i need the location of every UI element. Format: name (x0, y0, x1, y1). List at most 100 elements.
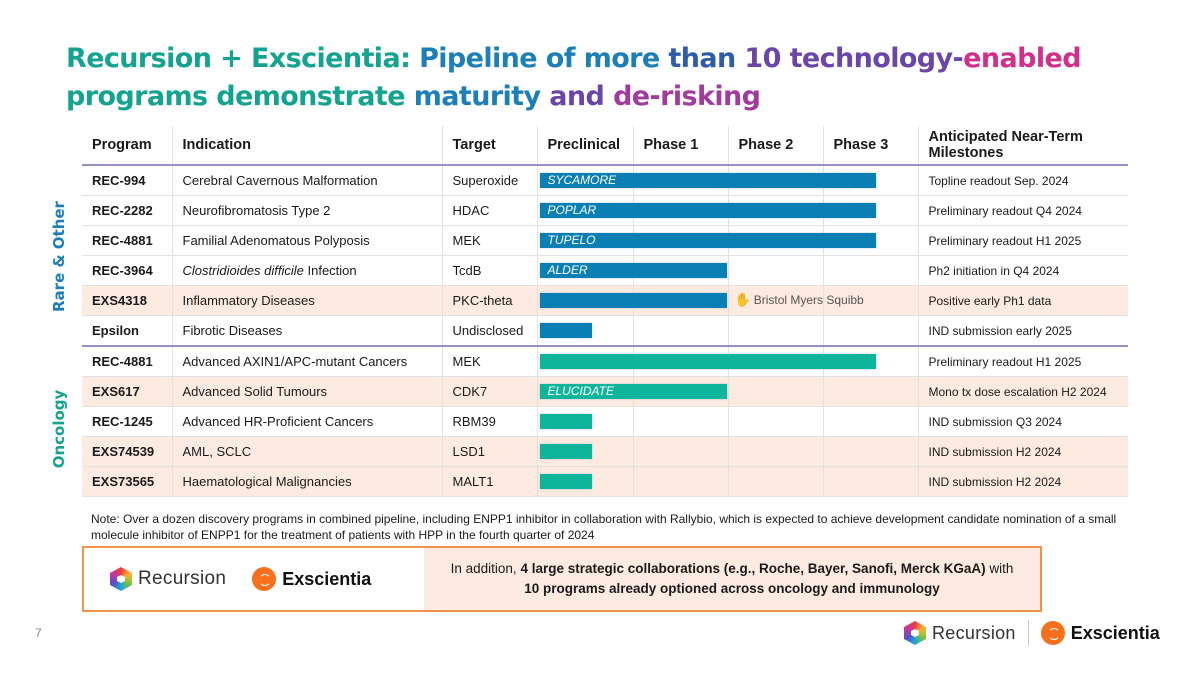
cell-phase2 (727, 436, 823, 467)
indication-text: Haematological Malignancies (182, 474, 352, 489)
cell-program: EXS4318 (82, 285, 172, 316)
table-row: Epsilon Fibrotic Diseases Undisclosed IND s… (82, 315, 1128, 347)
pipeline-table: Program Indication Target Preclinical Ph… (82, 126, 1128, 497)
collaboration-callout: Recursion Exscientia In addition, 4 larg… (82, 546, 1042, 612)
callout-text: In addition, 4 large strategic collabora… (424, 548, 1040, 610)
title-segment: enabled (963, 43, 1081, 74)
indication-text: Neurofibromatosis Type 2 (182, 203, 331, 218)
cell-program: REC-4881 (82, 346, 172, 377)
cell-milestone: Topline readout Sep. 2024 (917, 165, 1128, 196)
table-row: REC-4881 Advanced AXIN1/APC-mutant Cancer… (82, 346, 1128, 377)
cell-phase3 (822, 406, 918, 437)
partner-logo-bms: ✋ Bristol Myers Squibb (735, 292, 864, 308)
exscientia-logo: Exscientia (252, 567, 371, 591)
header-phase1: Phase 1 (632, 126, 728, 166)
progress-bar: POPLAR (539, 203, 876, 218)
group-label-rare: Rare & Other (50, 201, 68, 312)
title-segment: Pipeline of more (419, 43, 669, 74)
cell-indication: Cerebral Cavernous Malformation (171, 165, 442, 196)
cell-preclinical (536, 285, 727, 316)
page-number: 7 (35, 626, 42, 640)
cell-phase2 (727, 255, 823, 286)
exscientia-circle-icon (1040, 621, 1065, 645)
cell-phase2: ✋ Bristol Myers Squibb (727, 285, 864, 316)
callout-logos: Recursion Exscientia (84, 548, 424, 610)
header-preclinical: Preclinical (536, 126, 633, 166)
cell-indication: AML, SCLC (171, 436, 442, 467)
title-segment: programs demonstrate (66, 81, 414, 112)
exscientia-wordmark: Exscientia (282, 568, 372, 589)
cell-indication: Clostridioides difficile Infection (171, 255, 442, 286)
footer-exscientia-logo: Exscientia (1040, 621, 1160, 645)
cell-milestone: Ph2 initiation in Q4 2024 (917, 255, 1128, 286)
header-row: Program Indication Target Preclinical Ph… (82, 126, 1128, 166)
cell-target: PKC-theta (441, 285, 537, 316)
cell-phase3 (822, 285, 918, 316)
table-row: EXS4318 Inflammatory Diseases PKC-theta ✋ Br… (82, 285, 1128, 316)
header-program: Program (82, 126, 172, 166)
cell-phase1 (632, 466, 728, 497)
footer-logos: Recursion Exscientia (904, 620, 1160, 646)
partner-name: Bristol Myers Squibb (753, 293, 864, 307)
table-row: EXS73565 Haematological Malignancies MALT1… (82, 466, 1128, 497)
indication-italic: Clostridioides difficile (182, 263, 304, 278)
cell-phase1 (632, 406, 728, 437)
title-segment: and (549, 81, 614, 112)
cell-phase1 (632, 315, 728, 347)
cell-program: REC-1245 (82, 406, 172, 437)
title-segment: than (668, 43, 745, 74)
cell-preclinical (536, 315, 633, 347)
cell-preclinical (536, 406, 633, 437)
cell-phase3 (822, 255, 918, 286)
cell-target: LSD1 (441, 436, 537, 467)
footer-recursion-logo: Recursion (904, 621, 1016, 645)
progress-bar (539, 293, 727, 308)
progress-bar: TUPELO (539, 233, 876, 248)
cell-indication: Haematological Malignancies (171, 466, 442, 497)
cell-phase2 (727, 376, 823, 407)
progress-bar: ELUCIDATE (539, 384, 727, 399)
cell-milestone: Mono tx dose escalation H2 2024 (917, 376, 1128, 407)
recursion-wordmark: Recursion (932, 622, 1016, 643)
indication-text: Inflammatory Diseases (182, 293, 315, 308)
cell-milestone: IND submission Q3 2024 (917, 406, 1128, 437)
exscientia-wordmark: Exscientia (1070, 622, 1160, 643)
cell-target: RBM39 (441, 406, 537, 437)
cell-phase3 (822, 466, 918, 497)
table-row: REC-2282 Neurofibromatosis Type 2 HDAC POPL… (82, 195, 1128, 226)
exscientia-circle-icon (252, 567, 277, 591)
header-target: Target (441, 126, 537, 166)
cell-indication: Advanced AXIN1/APC-mutant Cancers (171, 346, 442, 377)
cell-milestone: Preliminary readout Q4 2024 (917, 195, 1128, 226)
recursion-logo: Recursion (110, 567, 226, 591)
cell-program: REC-4881 (82, 225, 172, 256)
cell-indication: Neurofibromatosis Type 2 (171, 195, 442, 226)
progress-bar (539, 444, 592, 459)
cell-indication: Inflammatory Diseases (171, 285, 442, 316)
header-phase3: Phase 3 (822, 126, 918, 166)
table-row: REC-994 Cerebral Cavernous Malformation Su… (82, 165, 1128, 196)
cell-program: EXS73565 (82, 466, 172, 497)
recursion-wordmark: Recursion (138, 568, 227, 589)
cell-target: TcdB (441, 255, 537, 286)
cell-milestone: Preliminary readout H1 2025 (917, 346, 1128, 377)
cell-phase2 (727, 406, 823, 437)
callout-programs: 10 programs already optioned across onco… (524, 581, 940, 596)
indication-text: Advanced Solid Tumours (182, 384, 328, 399)
cell-milestone: IND submission early 2025 (917, 315, 1128, 347)
cell-target: MEK (441, 225, 537, 256)
cell-program: REC-2282 (82, 195, 172, 226)
cell-phase3 (822, 436, 918, 467)
table-row: REC-4881 Familial Adenomatous Polyposis ME… (82, 225, 1128, 256)
cell-indication: Advanced Solid Tumours (171, 376, 442, 407)
cell-program: EXS617 (82, 376, 172, 407)
callout-collaborations: 4 large strategic collaborations (e.g., … (520, 561, 986, 576)
cell-phase1 (632, 436, 728, 467)
cell-phase3 (822, 315, 918, 347)
progress-bar (539, 474, 592, 489)
cell-target: MALT1 (441, 466, 537, 497)
title-segment: Recursion + Exscientia: (66, 43, 420, 74)
cell-target: CDK7 (441, 376, 537, 407)
cell-milestone: Preliminary readout H1 2025 (917, 225, 1128, 256)
cell-preclinical (536, 346, 876, 377)
